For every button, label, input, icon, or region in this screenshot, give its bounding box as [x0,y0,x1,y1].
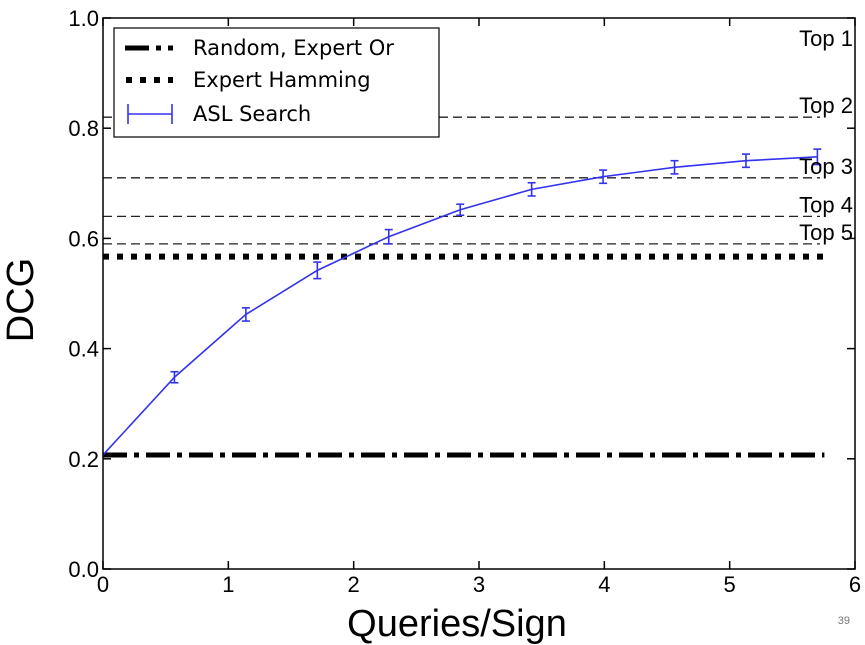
series-layer [102,148,825,458]
top-reference-label: Top 1 [799,26,853,51]
y-tick-label: 1.0 [68,6,99,31]
y-tick-label: 0.2 [68,447,99,472]
asl-search-errorbar [813,148,822,166]
legend-label: Random, Expert Or [193,36,394,60]
asl-search-errorbar [456,203,465,217]
x-tick-label: 4 [598,572,610,597]
reference-labels: Top 1 Top 2 Top 3 Top 4 Top 5 [799,26,853,245]
legend-label: Expert Hamming [193,68,371,92]
x-tick-label: 3 [473,572,485,597]
y-tick-label: 0.0 [68,557,99,582]
top-reference-label: Top 4 [799,192,853,217]
asl-search-errorbar [599,169,608,185]
top-reference-label: Top 3 [799,154,853,179]
top-reference-label: Top 2 [799,93,853,118]
asl-search-errorbar [741,153,750,169]
y-tick-label: 0.4 [68,337,99,362]
x-axis-title: Queries/Sign [347,603,567,645]
asl-search-errorbar [670,159,679,175]
top-reference-label: Top 5 [799,220,853,245]
axis-ticks: 0 1 2 3 4 5 6 0.0 0.2 0.4 0.6 0.8 1.0 [68,6,861,597]
asl-search-errorbar [384,228,393,245]
x-tick-label: 5 [724,572,736,597]
asl-search-errorbar [170,370,179,384]
y-tick-label: 0.6 [68,226,99,251]
asl-search-line [102,156,818,456]
x-tick-label: 0 [97,572,109,597]
x-tick-label: 2 [348,572,360,597]
asl-search-errorbar [313,261,322,280]
x-tick-label: 1 [222,572,234,597]
y-tick-label: 0.8 [68,116,99,141]
asl-search-errorbar [527,181,536,197]
asl-search-errorbar [241,307,250,322]
page-number: 39 [838,615,850,627]
x-tick-label: 6 [849,572,861,597]
legend-label: ASL Search [193,102,311,126]
legend: Random, Expert Or Expert Hamming ASL Searc… [113,27,440,138]
y-axis-title: DCG [0,258,42,342]
